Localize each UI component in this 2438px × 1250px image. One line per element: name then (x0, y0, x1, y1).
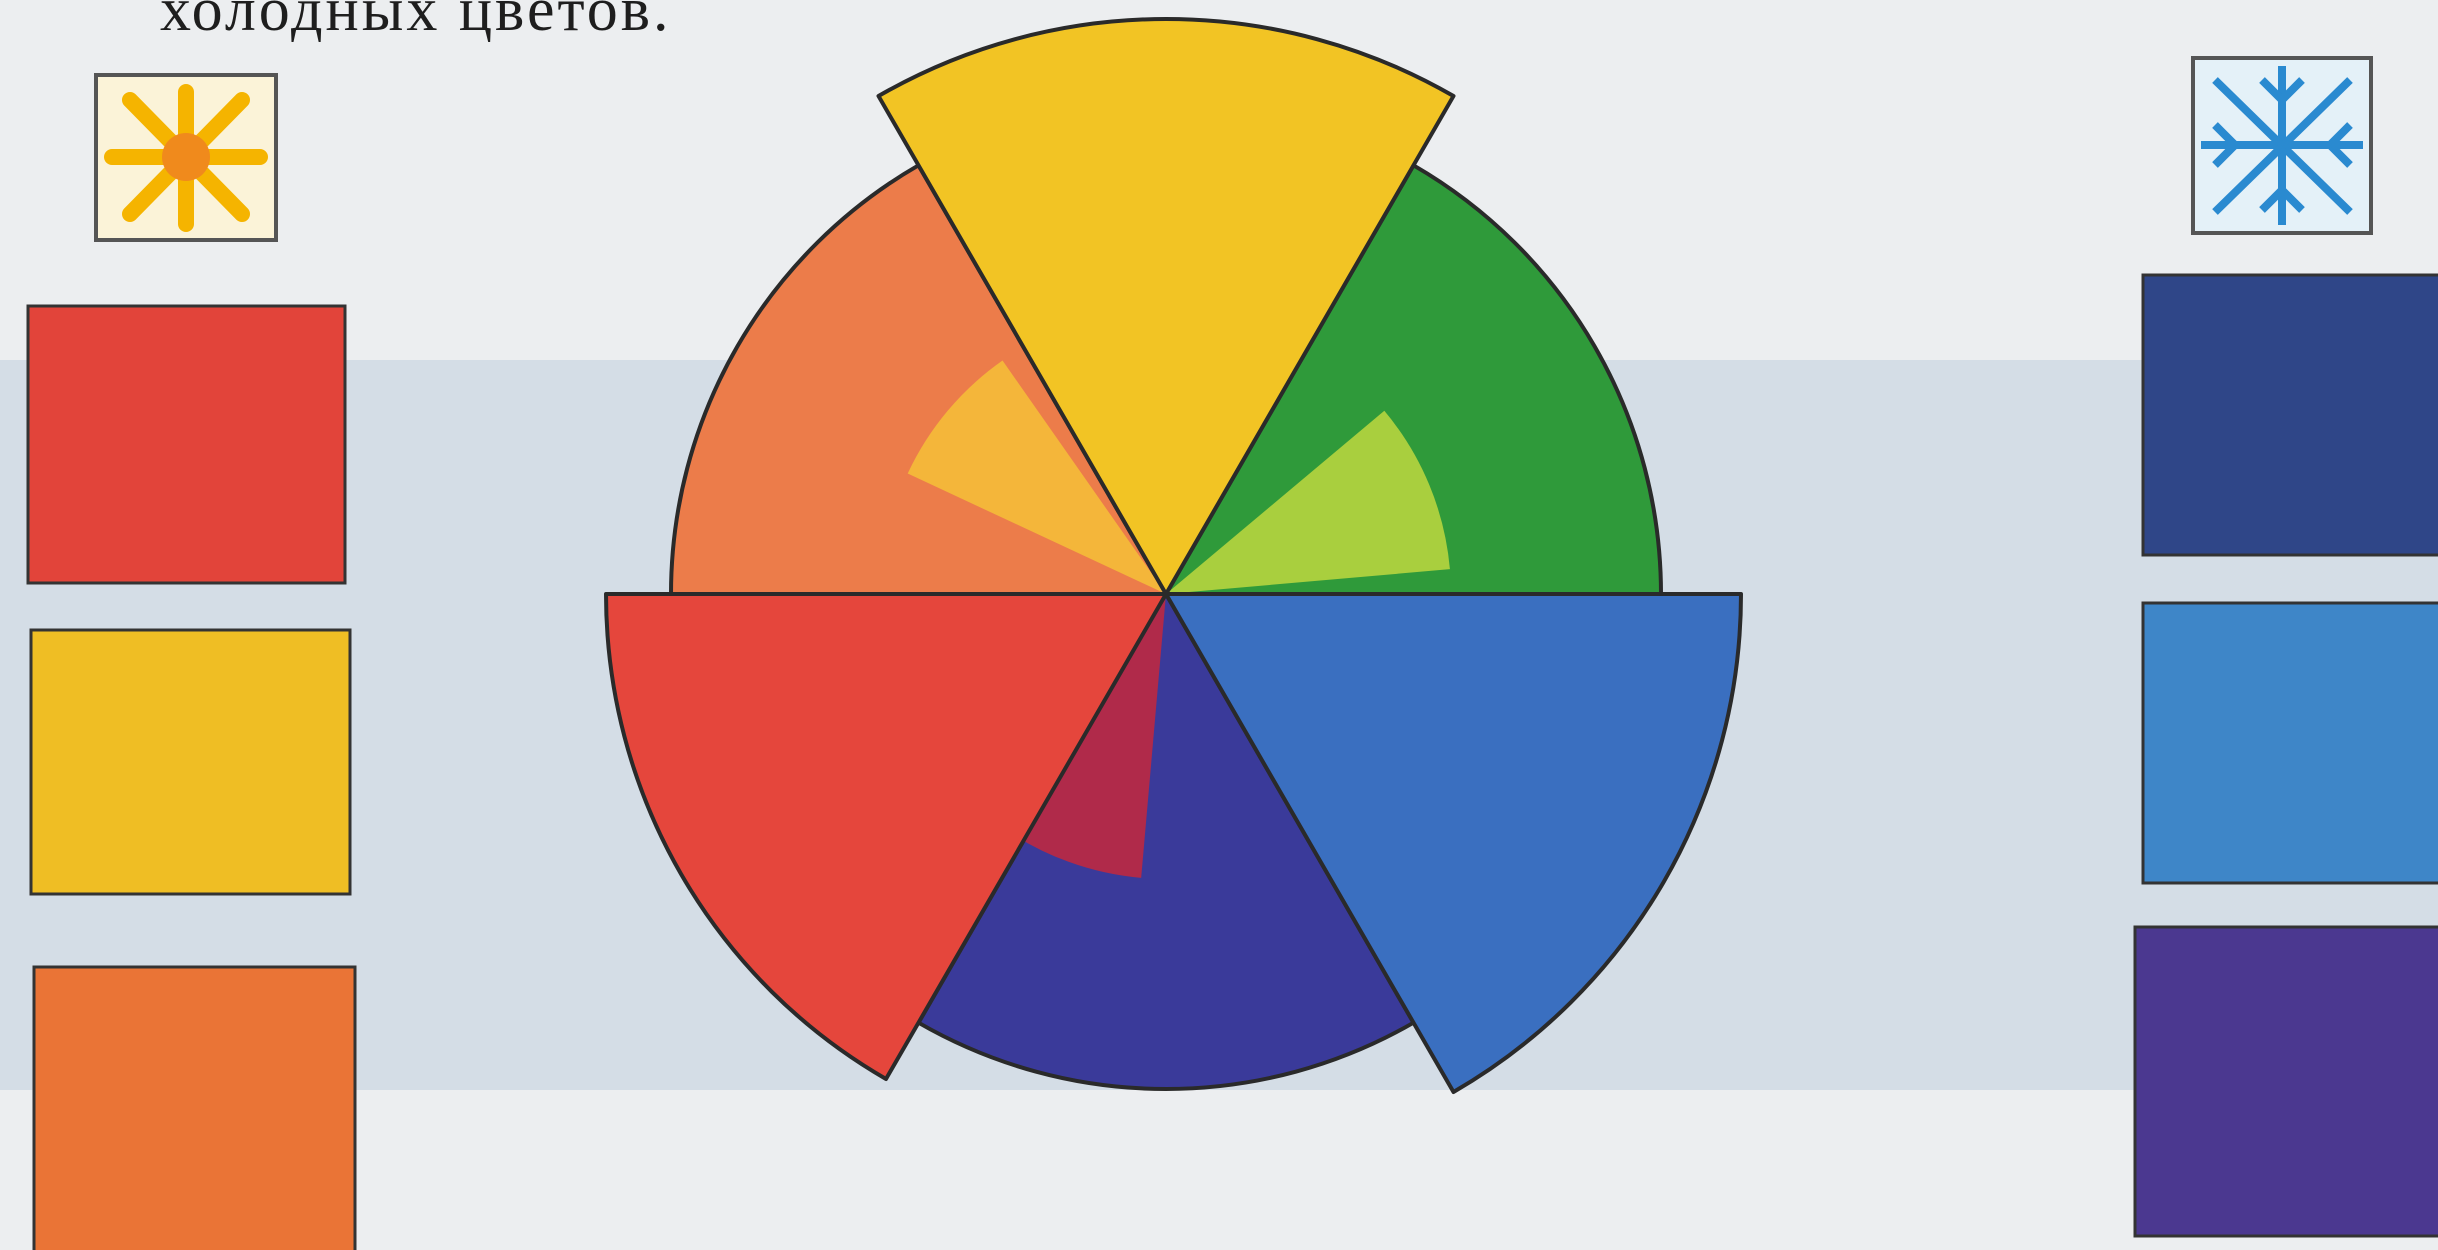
swatch-violet (2135, 927, 2438, 1236)
caption: холодных цветов. (160, 0, 672, 44)
illustration: холодных цветов. (0, 0, 2438, 1250)
swatch-light-blue (2143, 603, 2438, 883)
cold-icon (2193, 58, 2371, 233)
snowflake (2201, 66, 2363, 225)
sun-center (162, 133, 210, 181)
page: холодных цветов. (() => { c (0, 0, 2438, 1250)
swatch-orange (34, 967, 355, 1250)
swatch-dark-blue (2143, 275, 2438, 555)
swatch-red (28, 306, 345, 583)
warm-icon (96, 75, 276, 240)
swatch-yellow (31, 630, 350, 894)
